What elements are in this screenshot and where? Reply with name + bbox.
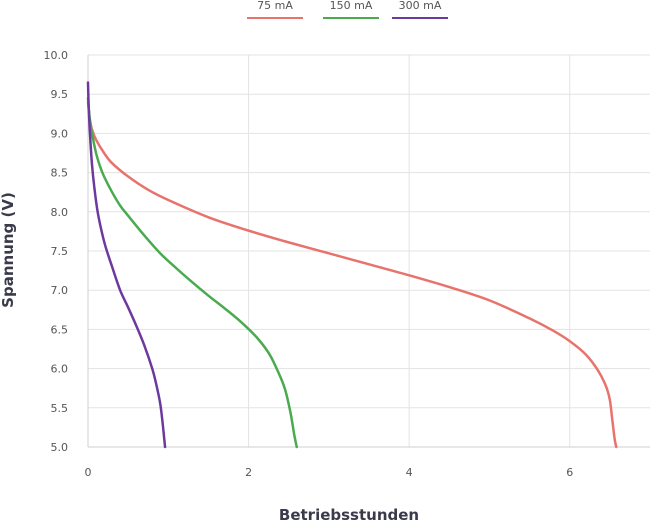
- y-tick-label: 6.5: [51, 323, 69, 336]
- legend-label: 75 mA: [257, 0, 293, 12]
- legend-item: 75 mA: [247, 0, 303, 19]
- legend: 75 mA 150 mA 300 mA: [247, 0, 448, 19]
- y-tick-label: 7.0: [51, 284, 69, 297]
- y-tick-label: 9.0: [51, 127, 69, 140]
- x-tick-label: 0: [85, 466, 92, 479]
- axes: [87, 55, 650, 448]
- legend-item: 300 mA: [392, 0, 448, 19]
- series-line-300-ma: [86, 81, 167, 449]
- y-tick-label: 9.5: [51, 88, 69, 101]
- y-tick-label: 10.0: [44, 49, 69, 62]
- series-line-75-ma: [86, 100, 618, 449]
- x-tick-label: 6: [566, 466, 573, 479]
- legend-label: 300 mA: [399, 0, 442, 12]
- grid: [87, 54, 650, 448]
- series-group: [86, 81, 618, 449]
- y-tick-label: 7.5: [51, 245, 69, 258]
- legend-label: 150 mA: [330, 0, 373, 12]
- y-tick-label: 8.0: [51, 206, 69, 219]
- y-tick-label: 5.0: [51, 441, 69, 454]
- y-tick-label: 5.5: [51, 402, 69, 415]
- x-axis-title: Betriebsstunden: [279, 506, 419, 521]
- x-tick-label: 4: [406, 466, 413, 479]
- tick-labels: 5.0 5.5 6.0 6.5 7.0 7.5 8.0 8.5 9.0 9.5 10.0 0 2 4 6: [44, 49, 574, 479]
- series-line-150-ma: [86, 96, 298, 449]
- y-tick-label: 6.0: [51, 363, 69, 376]
- x-tick-label: 2: [245, 466, 252, 479]
- y-tick-label: 8.5: [51, 167, 69, 180]
- legend-item: 150 mA: [323, 0, 379, 19]
- y-axis-title: Spannung (V): [0, 192, 17, 308]
